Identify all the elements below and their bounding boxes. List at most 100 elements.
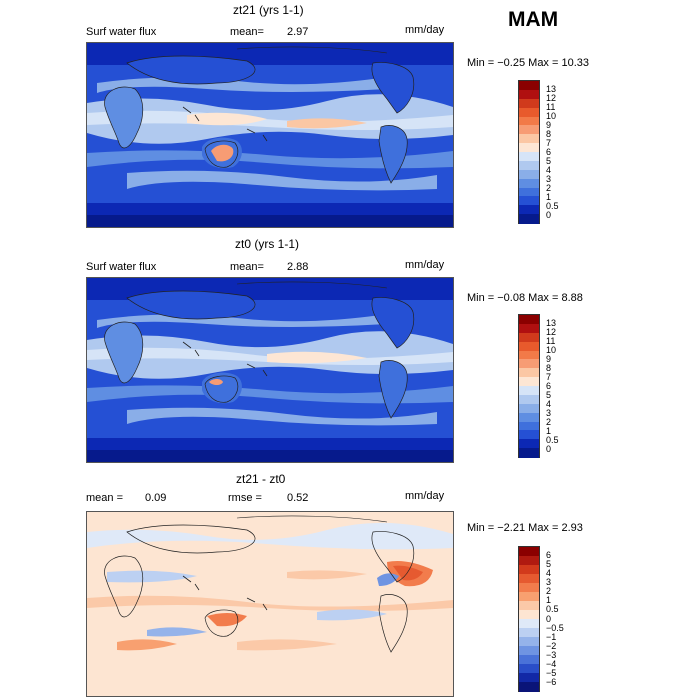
colorbar-segment xyxy=(519,143,539,153)
colorbar-segment xyxy=(519,368,539,378)
colorbar-tick-label: 5 xyxy=(546,389,552,400)
colorbar-segment xyxy=(519,565,539,575)
colorbar-tick-label: 9 xyxy=(546,353,552,364)
colorbar-segment xyxy=(519,403,539,414)
colorbar-tick-label: 0 xyxy=(546,613,552,624)
colorbar-tick-label: 2 xyxy=(546,182,552,193)
colorbar-tick-label: 4 xyxy=(546,164,552,175)
colorbar-segment xyxy=(519,341,539,351)
panel3-units: mm/day xyxy=(405,490,445,502)
colorbar-segment xyxy=(519,430,539,440)
panel2-variable-label: Surf water flux xyxy=(86,261,157,273)
panel1-map-canvas xyxy=(87,43,453,227)
colorbar-tick-label: 8 xyxy=(546,362,552,373)
panel2-mean-label: mean= xyxy=(230,261,264,273)
colorbar-segment xyxy=(519,178,539,188)
panel3-map xyxy=(86,511,454,697)
colorbar-tick-label: 8 xyxy=(546,128,552,139)
panel3-mean-value: 0.09 xyxy=(145,492,167,504)
colorbar-segment xyxy=(519,98,539,109)
colorbar-segment xyxy=(519,448,539,458)
colorbar-segment xyxy=(519,682,539,692)
colorbar-tick-label: 0 xyxy=(546,443,552,454)
colorbar-segment xyxy=(519,601,539,611)
colorbar-tick-label: 6 xyxy=(546,549,552,560)
panel1-variable-label: Surf water flux xyxy=(86,26,157,38)
colorbar-tick-label: 9 xyxy=(546,119,552,130)
colorbar-tick-label: −0.5 xyxy=(546,622,564,633)
panel2-units: mm/day xyxy=(405,259,445,271)
colorbar-tick-label: −2 xyxy=(546,640,557,651)
colorbar-segment xyxy=(519,628,539,638)
colorbar-segment xyxy=(519,134,539,144)
colorbar-segment xyxy=(519,315,539,325)
colorbar-tick-label: 13 xyxy=(546,317,557,328)
colorbar-tick-label: 3 xyxy=(546,407,552,418)
colorbar-tick-label: 3 xyxy=(546,577,552,587)
panel2-mean-value: 2.88 xyxy=(287,261,309,273)
colorbar-tick-label: 3 xyxy=(546,173,552,184)
panel3-mean-label: mean = xyxy=(86,492,123,504)
colorbar-segment xyxy=(519,421,539,431)
colorbar-segment xyxy=(519,673,539,683)
colorbar-tick-label: 6 xyxy=(546,146,552,157)
colorbar-tick-label: 4 xyxy=(546,398,552,409)
panel1-title: zt21 (yrs 1-1) xyxy=(233,3,304,17)
colorbar-segment xyxy=(519,655,539,665)
colorbar-segment xyxy=(519,89,539,100)
colorbar-segment xyxy=(519,350,539,360)
panel1-min-max: Min = −0.25 Max = 10.33 xyxy=(467,57,589,69)
colorbar-segment xyxy=(519,386,539,396)
panel2-map-canvas xyxy=(87,278,453,462)
colorbar-segment xyxy=(519,412,539,422)
colorbar-tick-label: 11 xyxy=(546,335,556,346)
colorbar-segment xyxy=(519,583,539,593)
colorbar-tick-label: 11 xyxy=(546,101,556,112)
panel3-colorbar xyxy=(518,546,540,692)
colorbar-tick-label: 1 xyxy=(546,595,552,606)
colorbar-tick-label: 0.5 xyxy=(546,200,559,211)
colorbar-tick-label: 10 xyxy=(546,110,557,121)
colorbar-tick-label: 1 xyxy=(546,425,552,436)
colorbar-tick-label: 7 xyxy=(546,371,552,382)
colorbar-segment xyxy=(519,160,539,171)
colorbar-tick-label: 7 xyxy=(546,137,552,148)
colorbar-tick-label: 13 xyxy=(546,83,557,94)
colorbar-tick-label: 12 xyxy=(546,92,557,103)
colorbar-segment xyxy=(519,377,539,387)
colorbar-segment xyxy=(519,574,539,584)
colorbar-segment xyxy=(519,205,539,215)
colorbar-tick-label: 0.5 xyxy=(546,604,559,615)
colorbar-segment xyxy=(519,196,539,206)
colorbar-segment xyxy=(519,81,539,91)
colorbar-segment xyxy=(519,646,539,656)
colorbar-tick-label: 0.5 xyxy=(546,434,559,445)
panel3-map-canvas xyxy=(87,512,453,696)
colorbar-tick-label: 0 xyxy=(546,209,552,220)
colorbar-segment xyxy=(519,592,539,602)
colorbar-tick-label: 5 xyxy=(546,155,552,166)
colorbar-segment xyxy=(519,619,539,629)
season-label: MAM xyxy=(508,8,559,31)
colorbar-tick-label: 4 xyxy=(546,567,552,578)
colorbar-segment xyxy=(519,107,539,117)
colorbar-tick-label: −4 xyxy=(546,659,557,670)
colorbar-segment xyxy=(519,187,539,197)
colorbar-segment xyxy=(519,439,539,449)
colorbar-segment xyxy=(519,610,539,620)
colorbar-tick-label: 2 xyxy=(546,416,552,427)
colorbar-segment xyxy=(519,664,539,674)
colorbar-segment xyxy=(519,547,539,557)
colorbar-segment xyxy=(519,169,539,180)
panel3-title: zt21 - zt0 xyxy=(236,472,286,486)
colorbar-segment xyxy=(519,394,539,405)
panel1-units: mm/day xyxy=(405,24,445,36)
colorbar-tick-label: −3 xyxy=(546,650,557,660)
panel1-colorbar xyxy=(518,80,540,224)
colorbar-segment xyxy=(519,359,539,369)
colorbar-tick-label: −6 xyxy=(546,677,557,688)
colorbar-tick-label: 1 xyxy=(546,191,552,202)
colorbar-tick-label: 12 xyxy=(546,326,557,337)
panel2-colorbar xyxy=(518,314,540,458)
colorbar-tick-label: 5 xyxy=(546,558,552,569)
